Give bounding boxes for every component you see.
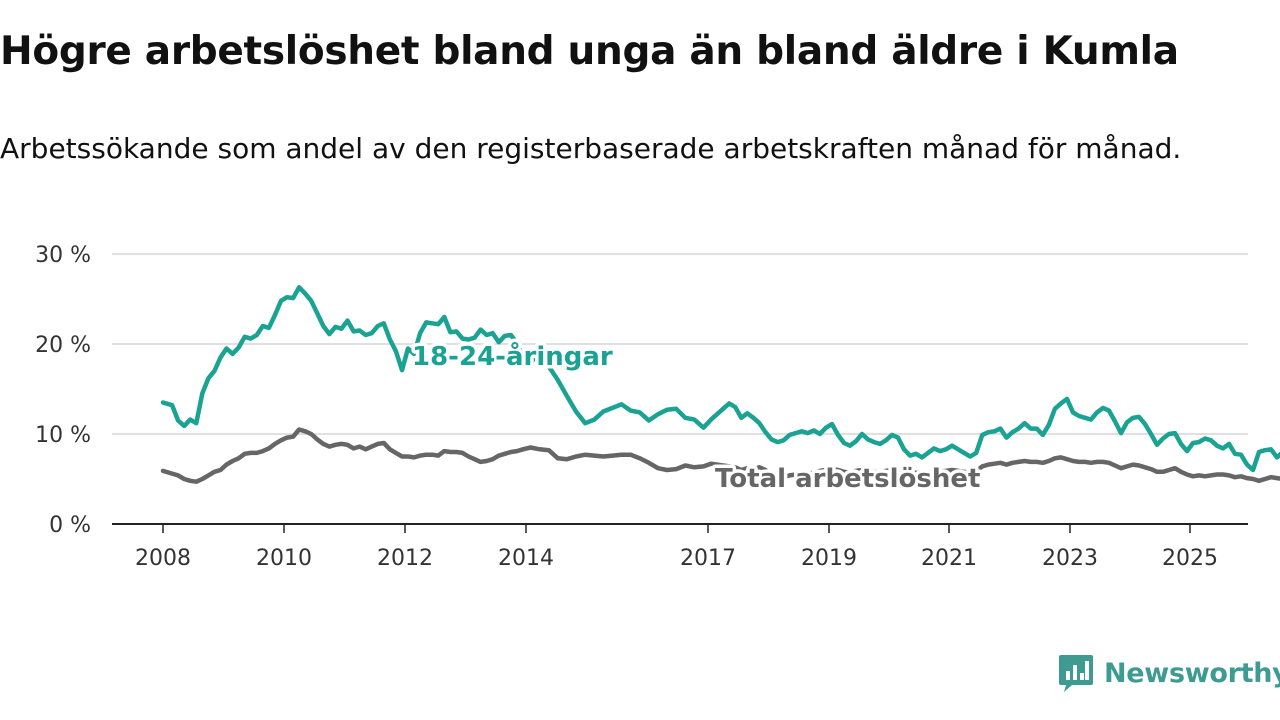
series-label-youth: 18-24-åringar [412,340,613,372]
newsworthy-logo-icon [1059,655,1093,692]
brand-name: Newsworthy [1104,657,1280,689]
y-tick-label: 10 % [35,423,91,448]
x-tick-label: 2025 [1162,546,1218,571]
series-line-youth [160,285,1280,473]
x-tick-label: 2023 [1042,546,1098,571]
x-axis: 2008 2010 2012 2014 2017 2019 2021 2023 2025 [112,523,1248,571]
y-tick-label: 30 % [35,243,91,268]
y-tick-label: 0 % [49,513,91,538]
grid-lines [112,253,1248,435]
x-tick-label: 2008 [135,546,191,571]
x-tick-label: 2019 [801,546,857,571]
x-tick-label: 2010 [256,546,312,571]
series-line-total [160,427,1280,484]
y-tick-label: 20 % [35,333,91,358]
brand-logo: Newsworthy [1058,652,1280,694]
x-tick-label: 2014 [498,546,554,571]
chart-title: Högre arbetslöshet bland unga än bland ä… [0,29,1179,74]
x-tick-label: 2017 [680,546,736,571]
x-tick-label: 2021 [921,546,977,571]
x-tick-label: 2012 [377,546,433,571]
chart-subtitle: Arbetssökande som andel av den registerb… [0,132,1182,165]
series-lines [160,285,1280,484]
y-axis: 0 % 10 % 20 % 30 % [35,243,91,538]
series-label-total: Total arbetslöshet [715,464,980,494]
